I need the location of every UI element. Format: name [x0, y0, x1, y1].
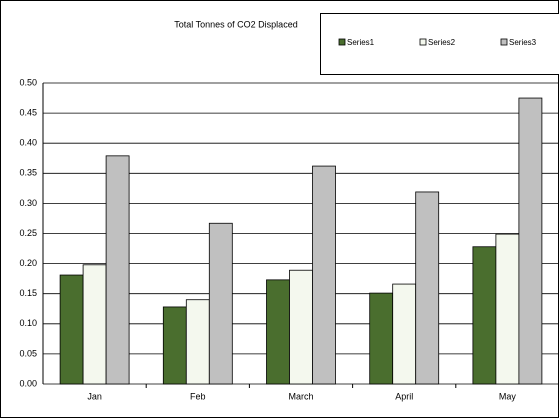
legend-box	[320, 13, 559, 75]
y-tick-label: 0.50	[19, 77, 37, 87]
y-tick-label: 0.05	[19, 348, 37, 358]
y-tick-label: 0.30	[19, 198, 37, 208]
bar	[82, 264, 107, 385]
x-tick-label: April	[395, 391, 413, 401]
bar	[266, 279, 290, 385]
x-tick-label: Feb	[190, 391, 206, 401]
legend-swatch	[500, 38, 508, 46]
bar	[105, 155, 130, 385]
y-tick-label: 0.25	[19, 228, 37, 238]
legend-label: Series2	[428, 38, 456, 47]
bar	[472, 246, 497, 385]
x-tick-label: Jan	[87, 391, 102, 401]
bar	[59, 274, 84, 385]
y-tick-label: 0.15	[19, 288, 37, 298]
bar	[495, 233, 520, 385]
bar	[518, 97, 543, 385]
bar	[369, 292, 394, 385]
y-tick-label: 0.00	[19, 378, 37, 388]
bar	[415, 191, 440, 385]
x-tick-label: May	[499, 391, 517, 401]
x-tick-label: March	[288, 391, 313, 401]
legend-swatch	[419, 38, 427, 46]
chart-title: Total Tonnes of CO2 Displaced	[174, 19, 297, 29]
bar	[289, 269, 313, 385]
y-tick-label: 0.40	[19, 138, 37, 148]
y-tick-label: 0.20	[19, 258, 37, 268]
y-tick-label: 0.10	[19, 318, 37, 328]
bar	[392, 283, 417, 385]
legend-swatch	[338, 38, 346, 46]
bar	[185, 299, 210, 385]
bar	[162, 306, 187, 385]
bar	[312, 165, 336, 385]
legend-label: Series3	[509, 38, 537, 47]
y-tick-label: 0.45	[19, 107, 37, 117]
legend-label: Series1	[347, 38, 375, 47]
y-tick-label: 0.35	[19, 168, 37, 178]
bar	[208, 222, 233, 385]
